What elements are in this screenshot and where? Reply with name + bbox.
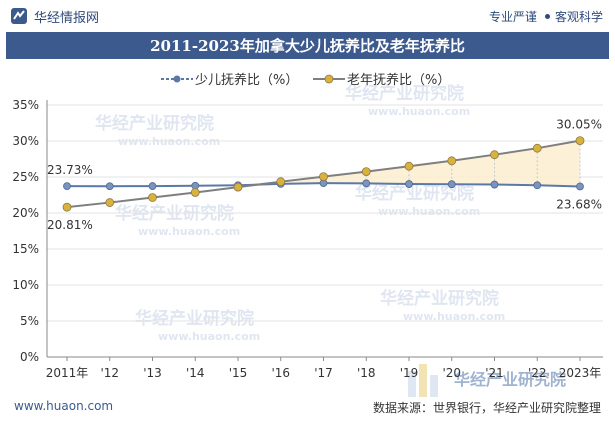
chart-title-bar: 2011-2023年加拿大少儿抚养比及老年抚养比 [6,32,609,59]
axes: 0% 5% 10% 15% 20% 25% 30% 35% 2011年 '12 '13 '14 '15 '… [12,98,603,380]
point-elderly [190,188,200,197]
y-tick-label: 20% [12,206,39,220]
y-tick-label: 0% [20,350,39,364]
watermark-en: www.huaon.com [138,225,240,238]
series-layer [62,136,585,212]
data-labels: 23.73% 20.81% 30.05% 23.68% [47,118,602,233]
data-label-elderly-last: 30.05% [556,118,602,132]
y-tick-label: 25% [12,170,39,184]
point-children [447,180,456,189]
footer-source-url[interactable]: www.huaon.com [14,399,114,413]
x-tick-label: '13 [143,366,162,380]
tag-objective: 客观科学 [554,10,603,24]
brand-name: 华经情报网 [34,10,100,26]
y-tick-label: 30% [12,134,39,148]
tag-professional: 专业严谨 [488,10,537,24]
legend-marker-children [173,75,181,83]
footer-source-text: 数据来源：世界银行，华经产业研究院整理 [372,401,601,415]
watermark-cn: 华经产业研究院 [380,288,499,309]
wm-bar-icon [430,375,438,397]
point-elderly [105,198,115,207]
point-children [362,179,371,188]
legend-item-elderly[interactable]: 老年抚养比（%） [313,72,450,88]
wm-bar-icon [419,364,427,397]
x-tick-label: '22 [528,366,547,380]
watermark-cn-large: 华经产业研究院 [454,370,566,389]
legend-item-children[interactable]: 少儿抚养比（%） [161,72,298,88]
x-tick-label: 2011年 [46,366,89,380]
top-bar: 华经情报网 专业严谨 客观科学 [0,0,615,32]
watermark-en: www.huaon.com [403,310,505,323]
point-elderly [490,150,499,160]
watermark-layer: 华经产业研究院 www.huaon.com 华经产业研究院 www.huaon.… [95,83,505,343]
point-children [63,182,71,191]
point-elderly [62,202,72,212]
point-elderly [319,172,328,182]
point-elderly [233,182,243,192]
wm-bar-icon [408,371,416,397]
watermark-cn: 华经产业研究院 [355,183,474,204]
watermark-cn: 华经产业研究院 [345,83,464,104]
point-elderly [148,193,157,202]
header-tags: 专业严谨 客观科学 [489,8,603,25]
bottom-watermark: 华经产业研究院 [408,364,566,397]
point-children [490,180,499,189]
legend-label-elderly: 老年抚养比（%） [347,72,450,88]
watermark-en: www.huaon.com [378,205,480,218]
point-elderly [404,161,414,171]
x-tick-label: '21 [485,366,504,380]
watermark-en: www.huaon.com [368,105,470,118]
legend-marker-elderly [324,74,334,84]
legend-label-children: 少儿抚养比（%） [195,72,298,88]
point-elderly [575,136,585,146]
point-children [533,181,542,190]
x-tick-label: '18 [357,366,376,380]
point-children [576,182,584,191]
y-tick-label: 15% [12,242,39,256]
point-children [148,182,157,190]
point-elderly [276,177,286,187]
legend: 少儿抚养比（%） 老年抚养比（%） [161,72,450,88]
data-label-children-last: 23.68% [556,198,602,212]
point-elderly [532,143,542,153]
dot-icon [544,14,550,19]
point-children [405,180,413,188]
point-children [105,182,114,191]
x-tick-label: '15 [229,366,248,380]
x-tick-label: '17 [314,366,333,380]
watermark-cn: 华经产业研究院 [135,308,254,329]
x-tick-label: '16 [271,366,290,380]
point-elderly [447,156,457,166]
x-tick-label: '14 [186,366,205,380]
watermark-en: www.huaon.com [158,330,260,343]
y-tick-label: 5% [20,314,39,328]
y-tick-label: 35% [12,98,39,112]
x-tick-label: '20 [442,366,461,380]
point-elderly [361,167,371,176]
line-chart: 华经产业研究院 www.huaon.com 华经产业研究院 www.huaon.… [12,72,603,397]
y-tick-label: 10% [12,278,39,292]
data-label-elderly-first: 20.81% [47,218,93,232]
watermark-cn: 华经产业研究院 [95,113,214,134]
x-tick-label: '12 [100,366,119,380]
data-label-children-first: 23.73% [47,163,93,177]
x-tick-label: 2023年 [559,366,602,380]
brand[interactable]: 华经情报网 [10,7,100,26]
brand-logo-icon [11,8,27,24]
chart-title: 2011-2023年加拿大少儿抚养比及老年抚养比 [150,37,465,55]
x-tick-label: '19 [400,366,419,380]
